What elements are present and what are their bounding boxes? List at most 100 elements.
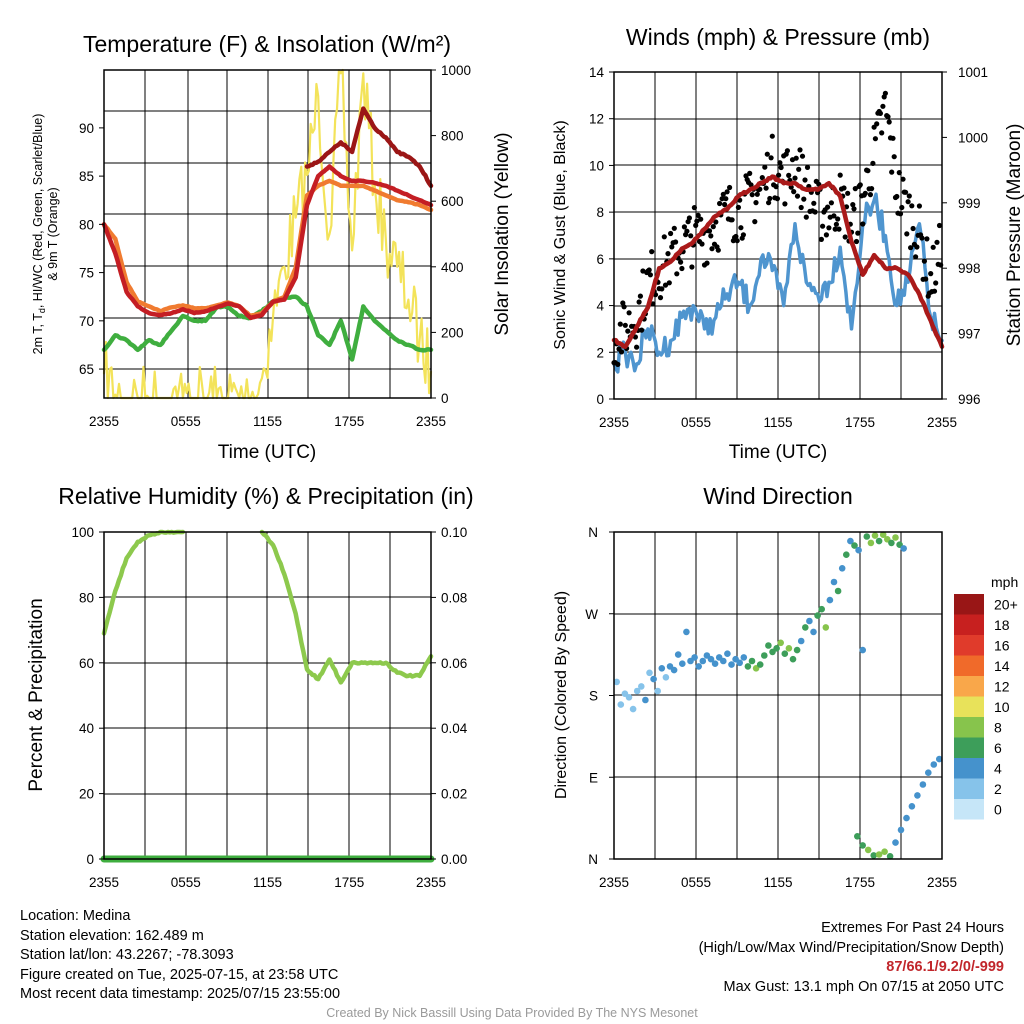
gust-point xyxy=(636,299,642,305)
direction-point xyxy=(711,660,719,667)
precip-ytick-label: 0.10 xyxy=(441,525,467,540)
wind-direction-y-ticks: N E S W N xyxy=(585,525,614,867)
direction-point xyxy=(642,696,649,704)
gust-point xyxy=(896,170,902,176)
gust-point xyxy=(909,203,915,209)
gust-point xyxy=(767,195,773,202)
speed-legend-box xyxy=(954,696,984,717)
temp-ytick-label: 70 xyxy=(79,314,94,329)
gust-point xyxy=(812,209,818,215)
rh-ytick-label: 100 xyxy=(71,525,94,540)
temperature-y-label: 2m T, Td, HI/WC (Red, Green, Scarlet/Blu… xyxy=(31,114,47,355)
direction-point xyxy=(847,537,854,545)
wind-ytick-label: 2 xyxy=(596,345,604,360)
gust-point xyxy=(698,216,704,222)
gust-point xyxy=(709,246,715,252)
wind-ytick-label: 4 xyxy=(596,299,604,314)
temperature-title-text: Temperature (F) & Insolation (W/m²) xyxy=(83,31,451,57)
direction-point xyxy=(736,659,743,667)
direction-point xyxy=(793,646,801,654)
credit-line: Created By Nick Bassill Using Data Provi… xyxy=(326,1006,698,1020)
gust-point xyxy=(686,215,693,221)
gust-point xyxy=(671,225,677,231)
insolation-ytick-label: 1000 xyxy=(441,63,471,78)
rh-xtick: 1755 xyxy=(334,875,364,890)
insolation-y-ticks: 0 200 400 600 800 1000 xyxy=(431,63,471,406)
direction-point xyxy=(695,663,702,670)
gust-point xyxy=(762,164,768,170)
gust-point xyxy=(669,244,675,250)
direction-point xyxy=(908,803,916,810)
gust-point xyxy=(720,191,726,197)
gust-point xyxy=(773,184,779,190)
gust-point xyxy=(853,238,860,245)
dir-xtick: 0555 xyxy=(681,875,711,890)
gust-point xyxy=(930,244,936,250)
speed-color-legend: mph 0 2 4 6 8 10 12 14 16 18 20+ xyxy=(954,574,1018,820)
gust-point xyxy=(923,276,929,282)
direction-point xyxy=(765,642,772,649)
gust-point xyxy=(617,321,623,327)
temperature-frame xyxy=(103,69,432,399)
gust-point xyxy=(803,214,809,220)
direction-point xyxy=(936,755,943,763)
gust-point xyxy=(833,221,840,227)
gust-point xyxy=(818,236,825,242)
direction-point xyxy=(662,674,670,681)
gust-point xyxy=(820,223,826,229)
wind-ytick-label: 12 xyxy=(589,112,604,127)
gust-point xyxy=(717,200,723,207)
direction-point xyxy=(720,657,727,665)
direction-point xyxy=(879,531,887,538)
direction-point xyxy=(670,666,678,674)
direction-point xyxy=(875,537,883,545)
temp-xtick: 1155 xyxy=(253,414,282,429)
pressure-y-ticks: 996 997 998 999 1000 1001 xyxy=(942,65,988,407)
pressure-ytick-label: 1000 xyxy=(958,130,988,145)
gust-point xyxy=(679,265,685,272)
rh-xtick: 2355 xyxy=(416,875,446,890)
rh-ytick-label: 60 xyxy=(79,656,94,671)
gust-point xyxy=(646,267,652,273)
pressure-ytick-label: 998 xyxy=(958,261,981,276)
station-elevation: Station elevation: 162.489 m xyxy=(20,927,204,944)
direction-point xyxy=(814,612,821,619)
gust-point xyxy=(890,135,896,141)
heat-index-line xyxy=(304,106,434,189)
direction-point xyxy=(900,545,907,552)
gust-point xyxy=(845,190,851,196)
humidity-x-ticks: 2355 0555 1155 1755 2355 xyxy=(89,875,446,890)
gust-point xyxy=(778,164,784,171)
gust-point xyxy=(684,228,690,234)
extremes-legend: (High/Low/Max Wind/Precipitation/Snow De… xyxy=(698,939,1004,956)
direction-point xyxy=(654,687,661,695)
gust-point xyxy=(862,190,868,196)
gust-point xyxy=(727,184,733,191)
gust-point xyxy=(899,204,905,211)
speed-legend-label: 14 xyxy=(994,658,1010,674)
gust-point xyxy=(691,205,698,211)
temp-ytick-label: 65 xyxy=(79,362,94,377)
direction-point xyxy=(707,655,715,663)
speed-legend-box xyxy=(954,758,984,779)
gust-point xyxy=(823,232,830,238)
humidity-grid xyxy=(104,532,431,859)
insolation-y-label: Solar Insolation (Yellow) xyxy=(492,132,513,335)
gust-point xyxy=(747,170,753,176)
temp-ytick-label: 80 xyxy=(79,217,94,232)
direction-point xyxy=(674,651,682,658)
gust-point xyxy=(766,200,772,206)
extremes-title: Extremes For Past 24 Hours xyxy=(821,920,1004,936)
gust-point xyxy=(865,168,871,174)
direction-point xyxy=(797,637,805,645)
temp-xtick: 0555 xyxy=(171,414,201,429)
gust-point xyxy=(900,176,906,182)
speed-legend-label: 20+ xyxy=(994,596,1018,612)
gust-point xyxy=(769,133,775,139)
wind-direction-y-label: Direction (Colored By Speed) xyxy=(553,591,570,799)
wind-direction-grid xyxy=(614,532,942,859)
temperature-y-label-subscript: d xyxy=(37,308,47,313)
wind-ytick-label: 0 xyxy=(596,392,604,407)
gust-point xyxy=(916,203,923,209)
speed-legend-label: 0 xyxy=(994,801,1002,817)
